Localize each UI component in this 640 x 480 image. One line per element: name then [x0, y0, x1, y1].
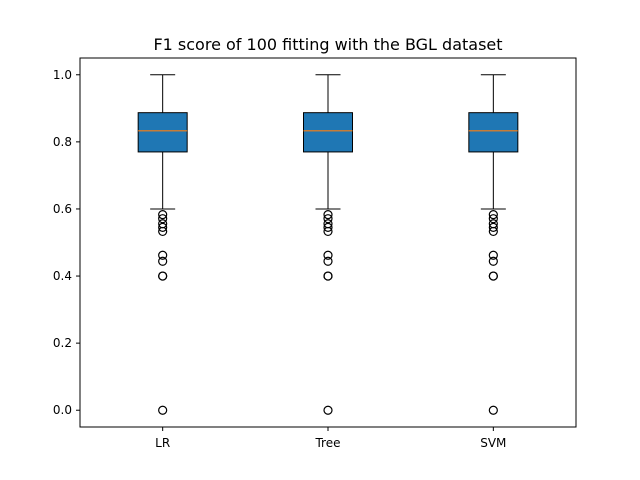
box-iqr: [303, 112, 353, 153]
outlier-point: [488, 222, 498, 233]
outlier-point: [323, 214, 333, 224]
outlier-point: [158, 210, 168, 220]
y-tick-label: 0.2: [53, 336, 72, 350]
outlier-point: [323, 222, 333, 233]
outlier-point: [158, 271, 168, 281]
outlier-point: [158, 226, 168, 237]
outlier-point: [488, 214, 498, 224]
plot-area: 0.0 0.2 0.4 0.6 0.8 1.0 LR Tree SVM: [53, 68, 519, 450]
outlier-point: [323, 256, 333, 266]
outlier-point: [323, 271, 333, 281]
outlier-point: [488, 256, 498, 266]
y-tick-label: 0.0: [53, 403, 72, 417]
outlier-point: [323, 210, 333, 220]
box-iqr: [137, 112, 188, 153]
x-tick-label: Tree: [314, 436, 340, 450]
outlier-point: [323, 226, 333, 237]
y-tick-label: 1.0: [53, 68, 72, 82]
outlier-point: [158, 256, 168, 266]
box-iqr: [468, 112, 519, 153]
outlier-point: [158, 250, 168, 260]
y-tick-label: 0.6: [53, 202, 72, 216]
y-tick-label: 0.4: [53, 269, 72, 283]
outlier-point: [158, 214, 168, 224]
axes-frame: [79, 57, 577, 428]
outlier-point: [158, 222, 168, 233]
outlier-point: [488, 226, 498, 237]
outlier-point: [323, 250, 333, 260]
chart-title: F1 score of 100 fitting with the BGL dat…: [153, 35, 502, 54]
outlier-point: [158, 405, 168, 415]
outlier-point: [488, 250, 498, 260]
x-tick-label: LR: [155, 436, 170, 450]
outlier-point: [488, 271, 498, 281]
outlier-point: [488, 405, 498, 415]
outlier-point: [323, 405, 333, 415]
outlier-point: [488, 210, 498, 220]
y-tick-label: 0.8: [53, 135, 72, 149]
x-tick-label: SVM: [480, 436, 506, 450]
